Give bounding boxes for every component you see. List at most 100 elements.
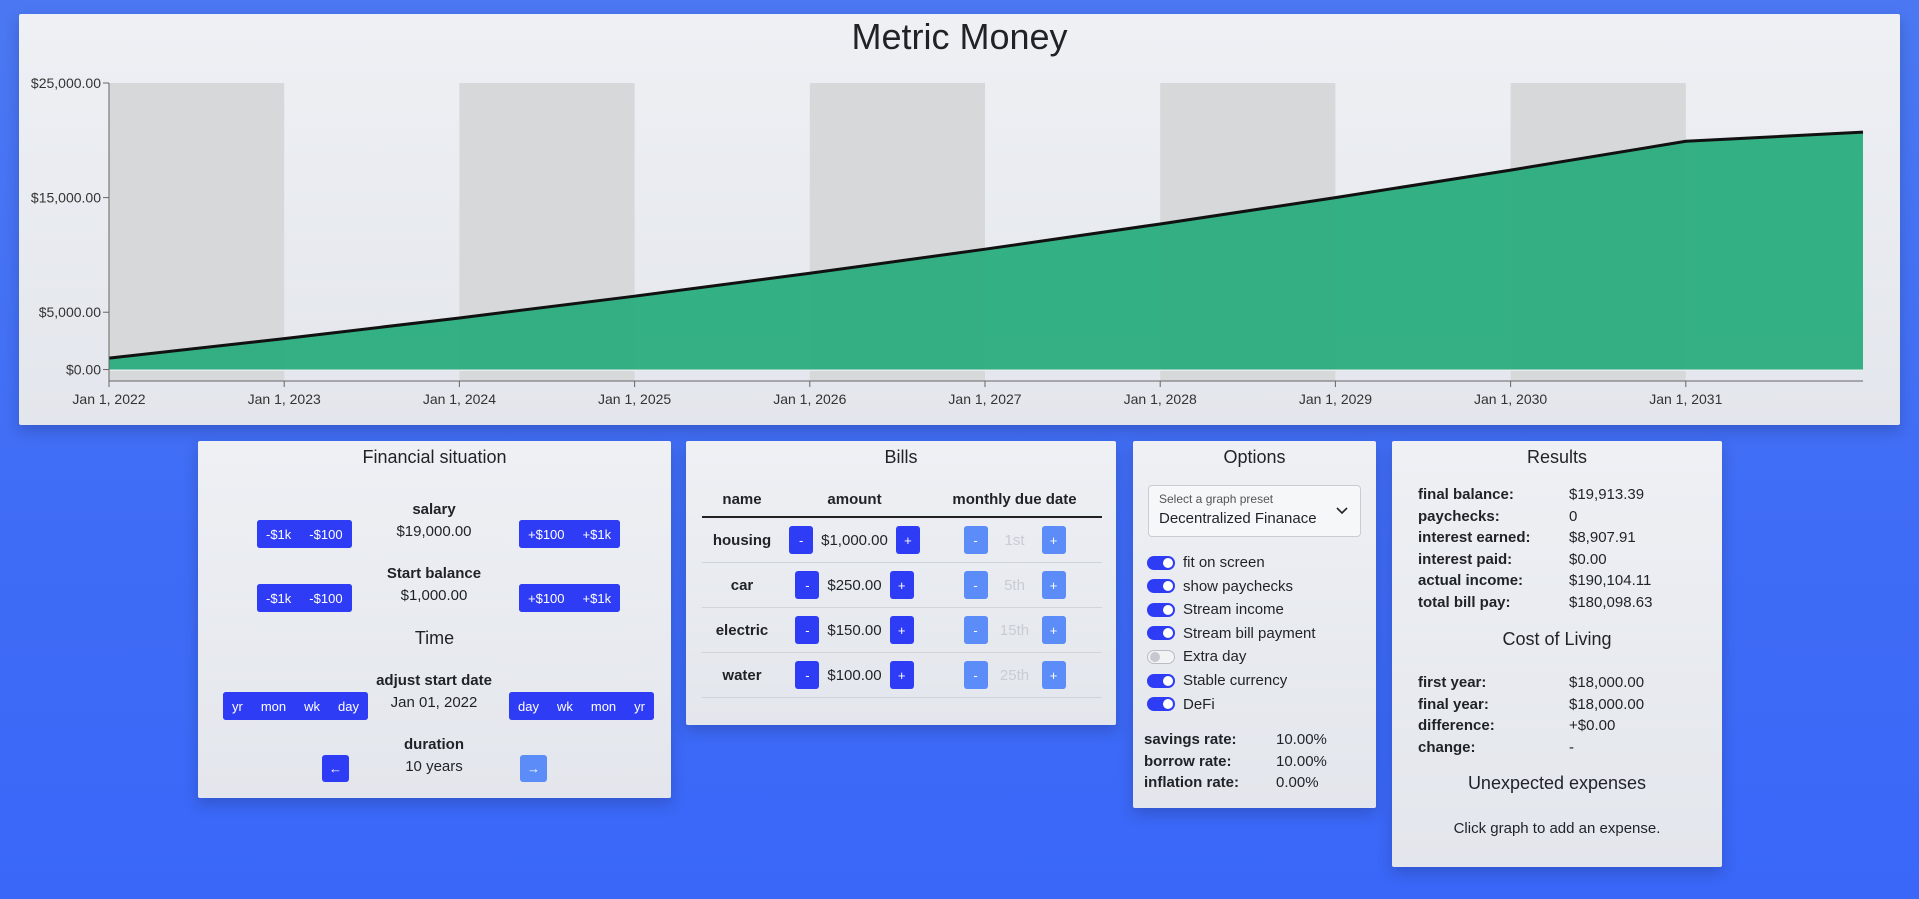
- date-back-yr-button[interactable]: yr: [223, 692, 252, 720]
- rate-value: 10.00%: [1276, 752, 1327, 770]
- date-forward-yr-button[interactable]: yr: [625, 692, 654, 720]
- salary-plus-1k-button[interactable]: +$1k: [573, 520, 621, 548]
- results-panel: Results final balance: $19,913.39 paychec…: [1392, 441, 1722, 867]
- balance-plus-1k-button[interactable]: +$1k: [573, 584, 621, 612]
- duration-increase-button[interactable]: →: [520, 755, 547, 782]
- year-band: [109, 83, 285, 381]
- date-forward-mon-button[interactable]: mon: [581, 692, 626, 720]
- balance-decrease-group: -$1k -$100: [257, 584, 352, 612]
- result-row: paychecks: 0: [1418, 508, 1708, 526]
- x-tick-label: Jan 1, 2024: [423, 391, 496, 407]
- y-tick-label: $0.00: [66, 362, 101, 378]
- bill-due-minus-button[interactable]: -: [963, 571, 988, 599]
- salary-plus-100-button[interactable]: +$100: [519, 520, 574, 548]
- x-tick-label: Jan 1, 2027: [948, 391, 1021, 407]
- toggle-switch[interactable]: [1147, 555, 1175, 570]
- bill-amount: $100.00: [827, 666, 882, 684]
- option-toggle-row[interactable]: DeFi: [1147, 696, 1215, 713]
- salary-minus-100-button[interactable]: -$100: [300, 520, 352, 548]
- result-row: total bill pay: $180,098.63: [1418, 594, 1708, 612]
- bill-row: water - $100.00 + - 25th +: [702, 652, 1102, 698]
- date-forward-day-button[interactable]: day: [509, 692, 548, 720]
- bill-due-plus-button[interactable]: +: [1041, 571, 1066, 599]
- start-balance-value: $1,000.00: [400, 587, 468, 604]
- bill-due-minus-button[interactable]: -: [963, 661, 988, 689]
- option-toggle-row[interactable]: Stream income: [1147, 601, 1284, 618]
- result-row: final balance: $19,913.39: [1418, 486, 1708, 504]
- result-row: interest paid: $0.00: [1418, 551, 1708, 569]
- result-row: change: -: [1418, 739, 1708, 757]
- option-toggle-row[interactable]: show paychecks: [1147, 578, 1293, 595]
- rate-label: borrow rate:: [1144, 752, 1232, 770]
- bill-amount: $250.00: [827, 576, 882, 594]
- financial-panel-title: Financial situation: [362, 447, 507, 467]
- bill-amount-minus-button[interactable]: -: [795, 616, 820, 644]
- bill-amount-minus-button[interactable]: -: [789, 526, 814, 554]
- x-tick-label: Jan 1, 2026: [773, 391, 846, 407]
- balance-chart[interactable]: $25,000.00 $15,000.00 $5,000.00 $0.00 Jan 1,…: [19, 14, 1900, 425]
- result-row: interest earned: $8,907.91: [1418, 529, 1708, 547]
- duration-value: 10 years: [405, 758, 463, 775]
- date-forward-wk-button[interactable]: wk: [547, 692, 582, 720]
- bill-amount-minus-button[interactable]: -: [795, 571, 820, 599]
- result-label: change:: [1418, 738, 1476, 756]
- salary-decrease-group: -$1k -$100: [257, 520, 352, 548]
- toggle-label: Stream income: [1183, 601, 1284, 619]
- bill-amount-plus-button[interactable]: +: [889, 661, 914, 689]
- toggle-switch[interactable]: [1147, 697, 1175, 712]
- bills-panel-title: Bills: [884, 447, 918, 467]
- date-back-wk-button[interactable]: wk: [295, 692, 330, 720]
- bill-name: water: [702, 652, 782, 698]
- rate-label: inflation rate:: [1144, 774, 1240, 791]
- balance-area: [109, 132, 1863, 370]
- bill-due-cell: - 1st +: [927, 517, 1102, 563]
- bill-amount-plus-button[interactable]: +: [889, 616, 914, 644]
- bill-due-plus-button[interactable]: +: [1041, 616, 1066, 644]
- time-heading: Time: [414, 628, 455, 648]
- bill-amount-plus-button[interactable]: +: [895, 526, 920, 554]
- balance-plus-100-button[interactable]: +$100: [519, 584, 574, 612]
- bill-due-plus-button[interactable]: +: [1041, 661, 1066, 689]
- result-value: 0: [1569, 507, 1578, 525]
- option-toggle-row[interactable]: Extra day: [1147, 648, 1246, 665]
- start-date-value: Jan 01, 2022: [390, 694, 478, 711]
- bill-due-plus-button[interactable]: +: [1041, 526, 1066, 554]
- bills-panel: Bills name amount monthly due date housi…: [686, 441, 1116, 725]
- result-row: actual income: $190,104.11: [1418, 572, 1708, 590]
- date-back-day-button[interactable]: day: [329, 692, 368, 720]
- toggle-switch[interactable]: [1147, 649, 1175, 664]
- x-tick-label: Jan 1, 2023: [248, 391, 321, 407]
- result-label: final balance:: [1418, 486, 1514, 503]
- toggle-switch[interactable]: [1147, 579, 1175, 594]
- bill-amount-cell: - $150.00 +: [782, 607, 927, 653]
- result-label: interest earned:: [1418, 529, 1531, 547]
- bills-header-row: name amount monthly due date: [702, 491, 1102, 518]
- y-tick-label: $15,000.00: [31, 190, 101, 206]
- bill-row: housing - $1,000.00 + - 1st +: [702, 517, 1102, 563]
- option-toggle-row[interactable]: Stable currency: [1147, 672, 1287, 689]
- option-toggle-row[interactable]: fit on screen: [1147, 554, 1265, 571]
- bill-due-minus-button[interactable]: -: [963, 526, 988, 554]
- toggle-label: show paychecks: [1183, 577, 1294, 595]
- bill-due-minus-button[interactable]: -: [963, 616, 988, 644]
- toggle-switch[interactable]: [1147, 626, 1175, 641]
- option-toggle-row[interactable]: Stream bill payment: [1147, 625, 1316, 642]
- bill-name: housing: [702, 517, 782, 563]
- salary-minus-1k-button[interactable]: -$1k: [257, 520, 301, 548]
- duration-label: duration: [404, 736, 464, 753]
- rate-row: inflation rate: 0.00%: [1144, 774, 1364, 792]
- toggle-switch[interactable]: [1147, 602, 1175, 617]
- balance-minus-1k-button[interactable]: -$1k: [257, 584, 301, 612]
- duration-decrease-button[interactable]: ←: [322, 755, 349, 782]
- zero-strip: [109, 369, 1863, 371]
- bill-due-cell: - 15th +: [927, 607, 1102, 653]
- date-back-mon-button[interactable]: mon: [251, 692, 296, 720]
- preset-select-label: Select a graph preset: [1159, 492, 1274, 506]
- toggle-switch[interactable]: [1147, 673, 1175, 688]
- graph-preset-select[interactable]: Select a graph preset Decentralized Fina…: [1148, 485, 1361, 537]
- bill-due-cell: - 25th +: [927, 652, 1102, 698]
- bill-amount-plus-button[interactable]: +: [889, 571, 914, 599]
- balance-minus-100-button[interactable]: -$100: [300, 584, 352, 612]
- bill-amount-minus-button[interactable]: -: [795, 661, 820, 689]
- x-tick-label: Jan 1, 2031: [1649, 391, 1722, 407]
